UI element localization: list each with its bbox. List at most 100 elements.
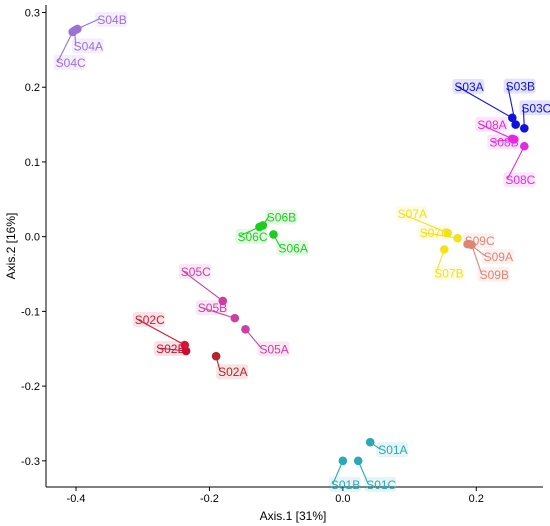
- point-label-s03b: S03B: [506, 80, 535, 94]
- point-label-s08b: S08B: [489, 136, 518, 150]
- point-s09c: [463, 239, 472, 249]
- x-tick-label: -0.4: [67, 493, 86, 505]
- point-s06a: [269, 230, 278, 239]
- x-axis-title: Axis.1 [31%]: [260, 509, 327, 523]
- leader-line-s07a: [399, 212, 448, 234]
- point-label-s06c: S06C: [237, 230, 267, 244]
- y-tick-label: -0.2: [21, 381, 40, 393]
- point-label-s08a: S08A: [477, 118, 506, 132]
- point-s01c: [353, 456, 363, 466]
- y-tick-label: -0.1: [21, 306, 40, 318]
- label-halo-s07b: [432, 265, 465, 281]
- point-s03b: [511, 120, 520, 129]
- axes: [45, 5, 543, 488]
- label-halo-s08c: [503, 172, 536, 188]
- point-label-s02b: S02B: [156, 342, 185, 356]
- y-axis-title: Axis.2 [16%]: [4, 213, 18, 280]
- label-halo-s04c: [53, 54, 86, 70]
- leader-line-s09b: [471, 244, 483, 275]
- point-label-s02a: S02A: [218, 365, 247, 379]
- label-halo-s04b: [95, 11, 128, 27]
- point-s03a: [508, 113, 517, 123]
- leader-line-s02b: [158, 347, 187, 352]
- point-s07c: [453, 233, 462, 243]
- point-s03c: [520, 124, 529, 133]
- point-label-s09c: S09C: [465, 234, 495, 248]
- label-halo-s05c: [178, 263, 211, 279]
- label-halo-s02a: [216, 364, 249, 380]
- label-leader-lines: [57, 18, 525, 485]
- y-tick-label: 0.0: [25, 232, 40, 244]
- point-label-s03c: S03C: [521, 101, 550, 115]
- point-label-s07a: S07A: [398, 207, 427, 221]
- label-halo-s06c: [235, 228, 268, 244]
- y-tick-label: 0.2: [25, 82, 40, 94]
- point-label-s05b: S05B: [198, 301, 227, 315]
- point-s07a: [443, 228, 452, 238]
- label-halo-s01c: [364, 476, 397, 492]
- point-label-s09b: S09B: [480, 268, 509, 282]
- point-label-s01a: S01A: [378, 443, 407, 457]
- label-halo-s03a: [452, 78, 485, 94]
- point-s04c: [68, 27, 77, 37]
- data-points: [68, 24, 529, 466]
- point-label-s02c: S02C: [135, 313, 165, 327]
- x-tick-label: -0.2: [200, 493, 219, 505]
- point-s05a: [241, 325, 250, 334]
- point-label-s06b: S06B: [267, 210, 296, 224]
- y-tick-label: 0.3: [25, 7, 40, 19]
- label-halo-s06a: [276, 240, 309, 256]
- point-s08b: [510, 135, 519, 144]
- leader-line-s04c: [57, 31, 74, 63]
- label-halo-s03b: [503, 78, 536, 94]
- point-label-s07c: S07C: [420, 226, 450, 240]
- point-label-s04a: S04A: [74, 39, 103, 53]
- point-s01b: [338, 456, 348, 466]
- label-halos: [53, 11, 550, 492]
- label-halo-s03c: [519, 100, 550, 116]
- point-label-s08c: S08C: [505, 173, 535, 187]
- point-label-s01b: S01B: [331, 478, 360, 492]
- point-label-s05a: S05A: [259, 342, 288, 356]
- label-halo-s04a: [71, 38, 104, 54]
- point-label-s03a: S03A: [454, 80, 483, 94]
- point-s06c: [255, 222, 264, 232]
- leader-line-s02c: [136, 318, 186, 346]
- label-halo-s05a: [257, 341, 290, 357]
- y-tick-label: -0.3: [21, 456, 40, 468]
- point-label-s09a: S09A: [484, 250, 513, 264]
- x-tick-label: 0.2: [469, 493, 484, 505]
- leader-line-s03a: [456, 85, 513, 119]
- label-halo-s06b: [264, 209, 297, 225]
- label-halo-s02b: [154, 340, 187, 356]
- point-s02a: [211, 351, 221, 361]
- y-ticks: -0.3 -0.2 -0.1 0.0 0.1 0.2 0.3: [21, 7, 46, 468]
- y-tick-label: 0.1: [25, 157, 40, 169]
- leader-line-s08c: [506, 145, 525, 180]
- point-label-s04c: S04C: [56, 56, 86, 70]
- label-halo-s02c: [132, 312, 165, 328]
- label-halo-s01a: [376, 442, 409, 458]
- leader-line-s05b: [199, 306, 235, 319]
- label-halo-s07c: [417, 225, 450, 241]
- point-s02c: [180, 340, 190, 350]
- point-label-s01c: S01C: [366, 478, 396, 492]
- x-tick-label: 0.0: [335, 493, 350, 505]
- point-label-s06a: S06A: [278, 241, 307, 255]
- point-label-s04b: S04B: [97, 13, 126, 27]
- point-s08c: [520, 141, 529, 151]
- label-halo-s07a: [395, 205, 428, 221]
- point-label-s05c: S05C: [181, 265, 211, 279]
- label-halo-s01b: [328, 476, 361, 492]
- label-halo-s08a: [475, 116, 508, 132]
- leader-line-s05c: [182, 270, 224, 302]
- point-s07b: [439, 245, 449, 254]
- point-label-s07b: S07B: [434, 266, 463, 280]
- leader-line-s07c: [421, 231, 458, 239]
- point-s01a: [365, 437, 375, 447]
- leader-line-s08a: [479, 123, 513, 140]
- point-s05c: [218, 296, 228, 306]
- point-s05b: [230, 313, 240, 323]
- point-labels: S01A S01B S01C S02A S02B S02C S03A S03B S03C S04A…: [56, 13, 550, 492]
